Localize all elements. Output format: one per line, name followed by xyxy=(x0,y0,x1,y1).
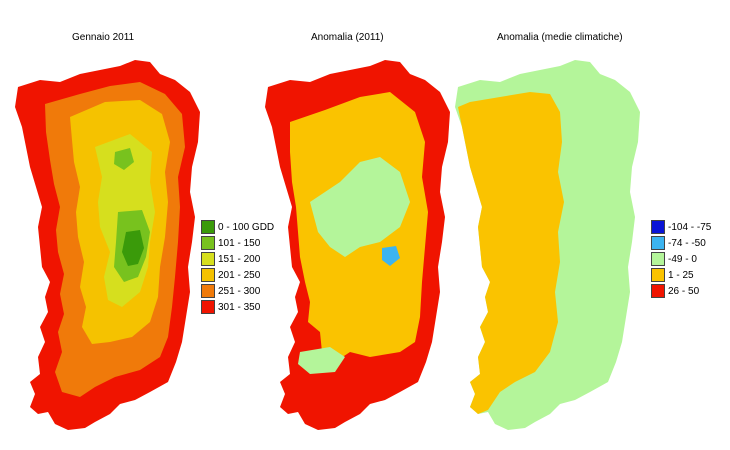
legend-label: 151 - 200 xyxy=(218,253,261,265)
legend-swatch xyxy=(201,300,215,314)
map1-title: Gennaio 2011 xyxy=(72,32,135,43)
zone-0-100 xyxy=(122,230,144,266)
legend-gdd-item: 251 - 300 xyxy=(201,283,274,299)
legend-swatch xyxy=(201,236,215,250)
legend-label: 0 - 100 GDD xyxy=(218,221,275,233)
zone-neg49-0-south xyxy=(298,347,345,374)
zone-neg49-0 xyxy=(310,157,410,257)
map-anomalia-2011 xyxy=(265,60,450,430)
legend-swatch xyxy=(651,268,665,282)
zone-1-25-west xyxy=(458,92,564,414)
legend-label: 101 - 150 xyxy=(218,237,261,249)
map-gennaio-2011 xyxy=(15,60,200,430)
legend-label: 1 - 25 xyxy=(668,269,694,281)
zone-neg74-50 xyxy=(382,246,400,266)
legend-label: 26 - 50 xyxy=(668,285,700,297)
legend-swatch xyxy=(201,252,215,266)
legend-swatch xyxy=(651,220,665,234)
legend-swatch xyxy=(201,268,215,282)
legend-gdd-item: 0 - 100 GDD xyxy=(201,219,274,235)
legend-gdd-item: 301 - 350 xyxy=(201,299,274,315)
legend-swatch xyxy=(651,252,665,266)
legend-anomalia: -104 - -75 -74 - -50 -49 - 0 1 - 25 26 -… xyxy=(651,219,711,299)
map2-title: Anomalia (2011) xyxy=(311,32,384,43)
legend-anomalia-item: 1 - 25 xyxy=(651,267,711,283)
legend-label: 251 - 300 xyxy=(218,285,261,297)
legend-anomalia-item: -74 - -50 xyxy=(651,235,711,251)
legend-swatch xyxy=(651,236,665,250)
legend-gdd-item: 201 - 250 xyxy=(201,267,274,283)
legend-label: -74 - -50 xyxy=(668,237,706,249)
map3-title: Anomalia (medie climatiche) xyxy=(497,32,623,43)
legend-label: 301 - 350 xyxy=(218,301,261,313)
legend-label: -49 - 0 xyxy=(668,253,697,265)
zone-101-150-north xyxy=(114,148,134,170)
map-anomalia-medie xyxy=(455,60,640,430)
legend-swatch xyxy=(651,284,665,298)
legend-gdd-item: 101 - 150 xyxy=(201,235,274,251)
legend-anomalia-item: 26 - 50 xyxy=(651,283,711,299)
legend-gdd: 0 - 100 GDD 101 - 150 151 - 200 201 - 25… xyxy=(201,219,274,315)
legend-anomalia-item: -49 - 0 xyxy=(651,251,711,267)
legend-swatch xyxy=(201,284,215,298)
legend-label: -104 - -75 xyxy=(668,221,712,233)
legend-label: 201 - 250 xyxy=(218,269,261,281)
legend-swatch xyxy=(201,220,215,234)
legend-gdd-item: 151 - 200 xyxy=(201,251,274,267)
legend-anomalia-item: -104 - -75 xyxy=(651,219,711,235)
